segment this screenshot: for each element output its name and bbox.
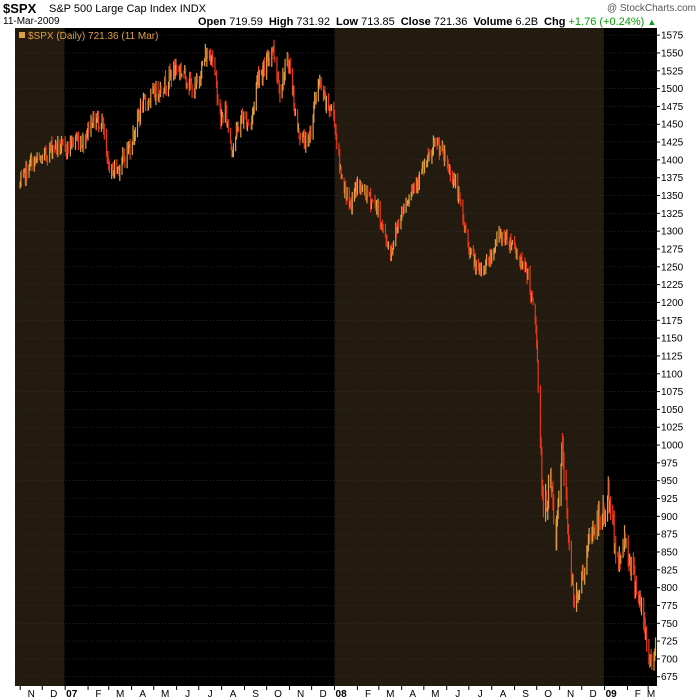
x-tick-label: D: [50, 689, 57, 700]
y-tick-label: 1100: [661, 369, 683, 380]
y-tick-label: 1350: [661, 191, 684, 202]
x-tick-label: J: [208, 689, 213, 700]
x-tick-label: F: [95, 689, 101, 700]
y-tick-label: 1125: [661, 351, 683, 362]
x-tick-label: M: [116, 689, 124, 700]
x-tick-label: N: [28, 689, 35, 700]
x-tick-label: S: [522, 689, 529, 700]
y-tick-label: 1475: [661, 102, 684, 113]
x-tick-label: M: [647, 689, 655, 700]
chg-value: +1.76 (+0.24%): [568, 16, 645, 28]
chg-label: Chg: [544, 16, 566, 28]
shaded-year-band: [15, 28, 65, 686]
x-axis: N D 07 F M A M J J A S O N D 08 F M A M J J A S O N D 09 F M: [19, 686, 655, 700]
y-tick-label: 775: [661, 601, 678, 612]
y-tick-label: 1200: [661, 298, 684, 309]
y-tick-label: 1000: [661, 441, 684, 452]
x-tick-label: 08: [336, 689, 348, 700]
y-tick-label: 900: [661, 512, 678, 523]
x-tick-label: A: [139, 689, 146, 700]
x-tick-label: M: [161, 689, 169, 700]
y-axis: 675 700 725 750 775 800 825 850 875 900 925 950 975 1…: [657, 31, 684, 683]
y-tick-label: 675: [661, 672, 678, 683]
y-tick-label: 1425: [661, 138, 684, 149]
y-tick-label: 975: [661, 458, 678, 469]
year-shading: [15, 28, 604, 686]
legend-text: $SPX (Daily) 721.36 (11 Mar): [28, 31, 158, 42]
open-value: 719.59: [229, 16, 263, 28]
open-label: Open: [198, 16, 227, 28]
volume-value: 6.2B: [515, 16, 539, 28]
y-tick-label: 700: [661, 654, 678, 665]
y-tick-label: 1025: [661, 423, 684, 434]
high-label: High: [268, 16, 294, 28]
low-value: 713.85: [361, 16, 395, 28]
price-bars: [19, 39, 657, 671]
x-tick-label: J: [478, 689, 483, 700]
x-tick-label: M: [431, 689, 439, 700]
up-arrow-icon: ▲: [647, 17, 657, 27]
legend: $SPX (Daily) 721.36 (11 Mar): [19, 31, 158, 42]
y-tick-label: 1150: [661, 334, 683, 345]
x-tick-label: F: [365, 689, 371, 700]
x-tick-label: F: [635, 689, 641, 700]
date-label: 11-Mar-2009: [3, 16, 60, 27]
x-tick-label: O: [544, 689, 552, 700]
shaded-year-band: [334, 28, 604, 686]
y-tick-label: 1375: [661, 173, 684, 184]
y-tick-label: 1500: [661, 84, 684, 95]
y-tick-label: 850: [661, 547, 678, 558]
x-tick-label: A: [409, 689, 416, 700]
exchange-label: INDX: [179, 3, 206, 15]
y-tick-label: 800: [661, 583, 678, 594]
x-tick-label: N: [297, 689, 304, 700]
y-tick-label: 875: [661, 530, 678, 541]
y-tick-label: 750: [661, 619, 678, 630]
y-tick-label: 1550: [661, 48, 684, 59]
x-tick-label: A: [230, 689, 237, 700]
x-tick-label: N: [567, 689, 574, 700]
symbol-label: $SPX: [3, 1, 37, 16]
stockcharts-credit: @ StockCharts.com: [606, 3, 696, 14]
x-tick-label: M: [386, 689, 394, 700]
x-tick-label: A: [500, 689, 507, 700]
header-description: S&P 500 Large Cap Index INDX: [49, 3, 206, 15]
y-tick-label: 1275: [661, 244, 684, 255]
y-tick-label: 1575: [661, 31, 684, 42]
volume-label: Volume: [473, 16, 513, 28]
y-tick-label: 1450: [661, 120, 684, 131]
x-tick-label: 09: [606, 689, 618, 700]
y-tick-label: 725: [661, 637, 678, 648]
gridlines: [15, 34, 657, 678]
y-tick-label: 1225: [661, 280, 684, 291]
index-description: S&P 500 Large Cap Index: [49, 3, 177, 15]
y-tick-label: 1400: [661, 155, 684, 166]
y-tick-label: 1300: [661, 227, 684, 238]
low-label: Low: [336, 16, 359, 28]
y-tick-label: 1175: [661, 316, 683, 327]
y-tick-label: 1525: [661, 66, 684, 77]
ohlc-summary: Open 719.59 High 731.92 Low 713.85 Close 72…: [198, 16, 656, 28]
y-tick-label: 950: [661, 476, 678, 487]
close-value: 721.36: [433, 16, 468, 28]
y-tick-label: 1325: [661, 209, 684, 220]
x-tick-label: S: [252, 689, 259, 700]
y-tick-label: 825: [661, 565, 678, 576]
x-tick-label: D: [319, 689, 326, 700]
x-tick-label: J: [185, 689, 190, 700]
x-tick-label: D: [590, 689, 597, 700]
close-label: Close: [400, 16, 431, 28]
x-tick-label: 07: [66, 689, 78, 700]
high-value: 731.92: [296, 16, 331, 28]
y-tick-label: 1050: [661, 405, 684, 416]
y-tick-label: 1250: [661, 262, 684, 273]
x-tick-label: O: [274, 689, 282, 700]
y-tick-label: 925: [661, 494, 678, 505]
x-tick-label: J: [455, 689, 460, 700]
legend-swatch: [19, 32, 25, 38]
y-tick-label: 1075: [661, 387, 684, 398]
